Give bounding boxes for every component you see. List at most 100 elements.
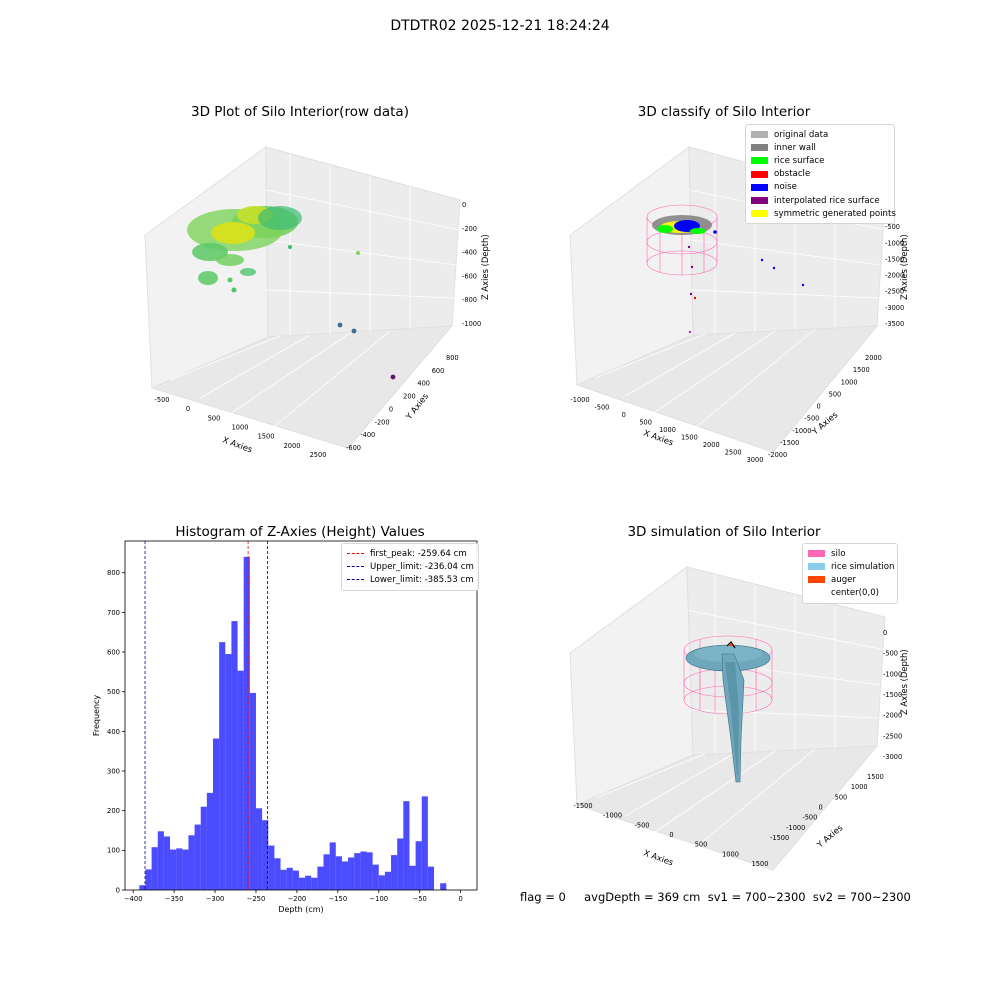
- rice-simulation-surface: [685, 644, 771, 783]
- raw-plot-panes: [144, 146, 461, 449]
- simulation-x-tick-label: -1000: [603, 812, 622, 820]
- simulation-legend-label: rice simulation: [831, 561, 895, 572]
- simulation-z-axis-label: Z Axies (Depth): [899, 649, 909, 715]
- histogram-bar: [182, 849, 189, 890]
- simulation-x-tick-label: 1500: [752, 860, 769, 868]
- histogram-plot-area: [125, 541, 477, 890]
- raw-x-tick-label: 0: [186, 405, 190, 413]
- classify-legend-swatch: [751, 170, 768, 178]
- classify-legend-item: inner wall: [751, 141, 889, 154]
- figure-title: DTDTR02 2025-12-21 18:24:24: [390, 18, 610, 34]
- classify-y-tick-label: -500: [804, 415, 819, 423]
- histogram-bar: [323, 854, 330, 890]
- classify-y-tick-label: 500: [829, 390, 842, 398]
- classify-z-tick-label: -2500: [885, 288, 904, 296]
- histogram-bar: [206, 792, 213, 890]
- y-tick-label: 700: [107, 609, 120, 617]
- y-tick-label: 500: [107, 688, 120, 696]
- histogram-bar: [366, 852, 373, 890]
- x-tick-label: −200: [288, 895, 307, 903]
- raw-x-tick-label: 500: [208, 414, 221, 422]
- classify-legend-label: obstacle: [774, 169, 811, 180]
- histogram-bar: [176, 848, 183, 890]
- simulation-legend-item: auger: [808, 573, 892, 586]
- classify-legend-label: noise: [774, 182, 797, 193]
- simulation-x-tick-label: 0: [669, 831, 673, 839]
- raw-z-tick-label: -600: [462, 272, 477, 280]
- classify-legend-label: symmetric generated points: [774, 208, 896, 219]
- histogram-bar: [157, 831, 164, 890]
- histogram-legend-line: [347, 566, 364, 568]
- histogram-bar: [268, 845, 275, 890]
- raw-x-tick-label: 2000: [284, 442, 301, 450]
- histogram-bar: [378, 875, 385, 890]
- simulation-x-tick-label: 1000: [722, 850, 739, 858]
- classify-legend-swatch: [751, 183, 768, 191]
- histogram-bar: [360, 851, 367, 890]
- classify-point-cloud: [652, 215, 805, 333]
- histogram-bar: [335, 856, 342, 890]
- histogram-bar: [341, 861, 349, 890]
- histogram-legend-item: Lower_limit: -385.53 cm: [347, 573, 474, 586]
- raw-z-tick-label: -1000: [462, 320, 481, 328]
- status-text: flag = 0 avgDepth = 369 cm sv1 = 700~230…: [520, 890, 911, 904]
- classify-x-tick-label: 0: [622, 411, 626, 419]
- simulation-x-tick-label: -500: [635, 821, 650, 829]
- simulation-z-tick-label: -500: [883, 650, 898, 658]
- y-tick-label: 600: [107, 648, 120, 656]
- classify-legend-swatch: [751, 144, 768, 152]
- classify-z-tick-label: -500: [885, 223, 900, 231]
- simulation-legend-label: silo: [831, 548, 846, 559]
- histogram-bar: [139, 885, 146, 890]
- classify-legend-swatch: [751, 131, 768, 139]
- classify-legend: original data inner wall rice surface obsta…: [745, 124, 896, 225]
- y-tick-label: 100: [107, 847, 120, 855]
- histogram-bar: [397, 838, 404, 890]
- y-tick-label: 200: [107, 807, 120, 815]
- x-tick-label: −250: [247, 895, 266, 903]
- simulation-x-ticks: -1500 -1000 -500 0 500 1000 1500: [573, 802, 768, 868]
- histogram-legend-item: first_peak: -259.64 cm: [347, 547, 473, 560]
- histogram-bar: [403, 801, 410, 890]
- histogram-bar: [219, 642, 226, 890]
- histogram-legend-item: Upper_limit: -236.04 cm: [347, 560, 474, 573]
- classify-y-ticks: -2000 -1500 -1000 -500 0 500 1000 1500 2000: [768, 354, 882, 459]
- y-tick-label: 400: [107, 728, 120, 736]
- raw-y-tick-label: 200: [403, 393, 416, 401]
- simulation-z-tick-label: -3000: [883, 753, 902, 761]
- histogram-bar: [274, 858, 281, 890]
- classify-z-tick-label: -3000: [885, 304, 904, 312]
- classify-legend-item: noise: [751, 181, 889, 194]
- histogram-y-axis-label: Frequency: [92, 695, 101, 737]
- histogram-bar: [225, 654, 232, 890]
- simulation-legend-item: center(0,0): [808, 587, 892, 600]
- classify-x-tick-label: 1500: [681, 434, 698, 442]
- raw-z-ticks: 0 -200 -400 -600 -800 -1000: [462, 201, 481, 328]
- classify-plot-panes: [569, 146, 886, 453]
- simulation-y-axis-label: Y Axies: [814, 822, 844, 850]
- histogram-bar: [213, 738, 220, 890]
- simulation-legend-label: auger: [831, 574, 856, 585]
- raw-x-ticks: -500 0 500 1000 1500 2000 2500: [155, 396, 327, 459]
- classify-y-tick-label: 0: [817, 403, 821, 411]
- simulation-y-tick-label: 1000: [851, 783, 868, 791]
- simulation-x-tick-label: 500: [695, 841, 708, 849]
- classify-plot-title: 3D classify of Silo Interior: [637, 104, 811, 120]
- histogram-bar: [151, 847, 158, 890]
- histogram-bar: [305, 875, 312, 890]
- x-tick-label: 0: [458, 895, 462, 903]
- histogram-bar: [237, 670, 244, 890]
- y-tick-label: 800: [107, 569, 120, 577]
- simulation-plot-title: 3D simulation of Silo Interior: [627, 524, 821, 540]
- histogram-bar: [286, 867, 293, 890]
- simulation-z-ticks: 0 -500 -1000 -1500 -2000 -2500 -3000: [883, 629, 902, 761]
- histogram-title: Histogram of Z-Axies (Height) Values: [100, 524, 500, 540]
- simulation-x-tick-label: -1500: [573, 802, 592, 810]
- classify-x-tick-label: 500: [639, 419, 652, 427]
- simulation-y-tick-label: 0: [819, 804, 823, 812]
- histogram-bar: [292, 870, 299, 890]
- simulation-legend-item: silo: [808, 547, 892, 560]
